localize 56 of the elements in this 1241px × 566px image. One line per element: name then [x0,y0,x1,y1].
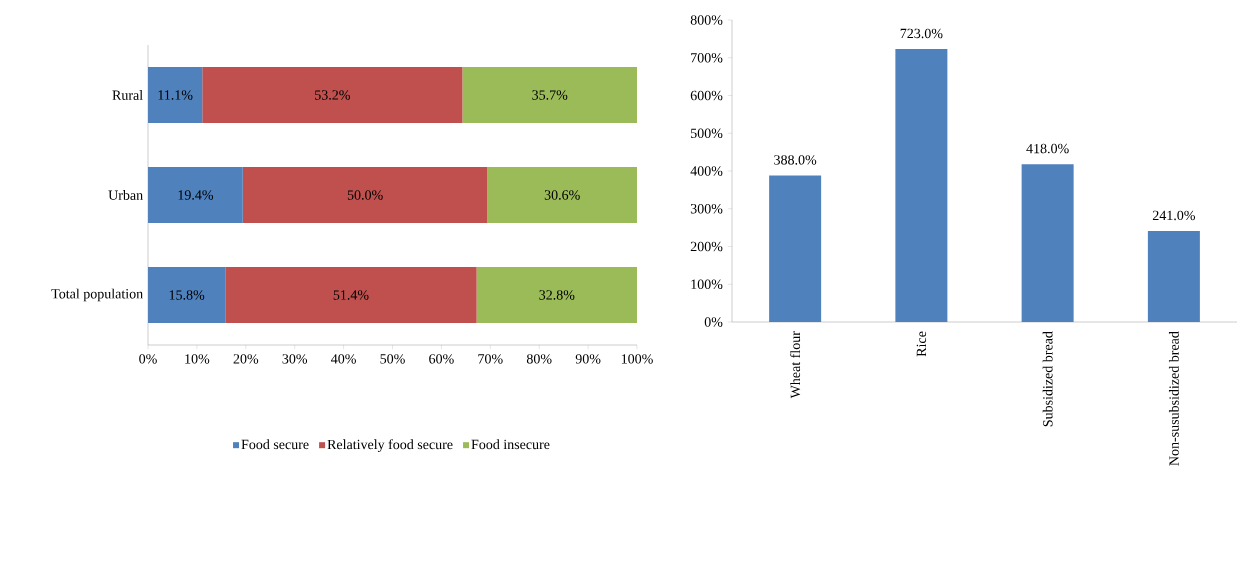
x-tick-label: 70% [478,354,503,364]
bar [476,267,638,323]
y-tick-label: 800% [690,15,723,25]
data-label: 35.7% [532,90,568,100]
y-tick-label: 300% [690,204,723,214]
data-label: 11.1% [158,90,193,100]
x-tick-label: 20% [233,354,259,364]
data-label: 418.0% [1026,143,1069,154]
data-label: 51.4% [333,290,369,300]
bar [225,267,477,323]
y-tick-label: 400% [690,166,723,176]
legend-label: Food insecure [471,439,550,450]
data-label: 19.4% [178,190,214,200]
bar [462,67,638,123]
data-label: 30.6% [544,190,580,200]
x-tick-label: 40% [331,354,356,364]
y-tick-label: Urban [108,190,143,200]
y-tick-label: Total population [51,288,143,302]
y-tick-label: Rural [112,90,143,100]
x-tick-label: 30% [282,354,308,364]
bar [148,267,226,323]
data-label: 50.0% [347,190,383,200]
x-tick-label: 80% [526,354,552,364]
y-tick-label: 100% [691,279,723,289]
x-tick-label: Subsidized bread [1042,331,1053,427]
y-tick-label: 0% [704,317,723,327]
bar [202,67,463,123]
legend-label: Food secure [241,439,309,450]
x-tick-label: 100% [621,354,653,364]
bar [1021,164,1074,322]
x-tick-label: Wheat flour [790,331,801,399]
y-tick-label: 200% [690,241,723,252]
bar [148,167,243,223]
bar [487,167,638,223]
legend-label: Relatively food secure [327,439,453,453]
x-tick-label: 10% [185,354,210,364]
bar [148,67,203,123]
data-label: 241.0% [1152,210,1195,221]
x-tick-label: 90% [575,354,601,364]
x-tick-label: 50% [380,354,405,364]
bar [769,175,822,322]
y-tick-label: 600% [690,90,723,101]
data-label: 15.8% [169,290,205,300]
data-label: 723.0% [900,28,943,39]
y-tick-label: 500% [691,128,723,139]
bar [895,49,948,322]
data-label: 32.8% [539,290,575,300]
x-tick-label: 60% [429,354,454,364]
data-label: 53.2% [315,90,350,100]
x-tick-label: Non-susubsidized bread [1168,331,1179,466]
bar [1147,231,1200,322]
bar [242,167,488,223]
y-tick-label: 700% [691,53,723,63]
data-label: 388.0% [774,155,817,165]
x-tick-label: Rice [916,331,927,357]
x-tick-label: 0% [139,354,157,364]
